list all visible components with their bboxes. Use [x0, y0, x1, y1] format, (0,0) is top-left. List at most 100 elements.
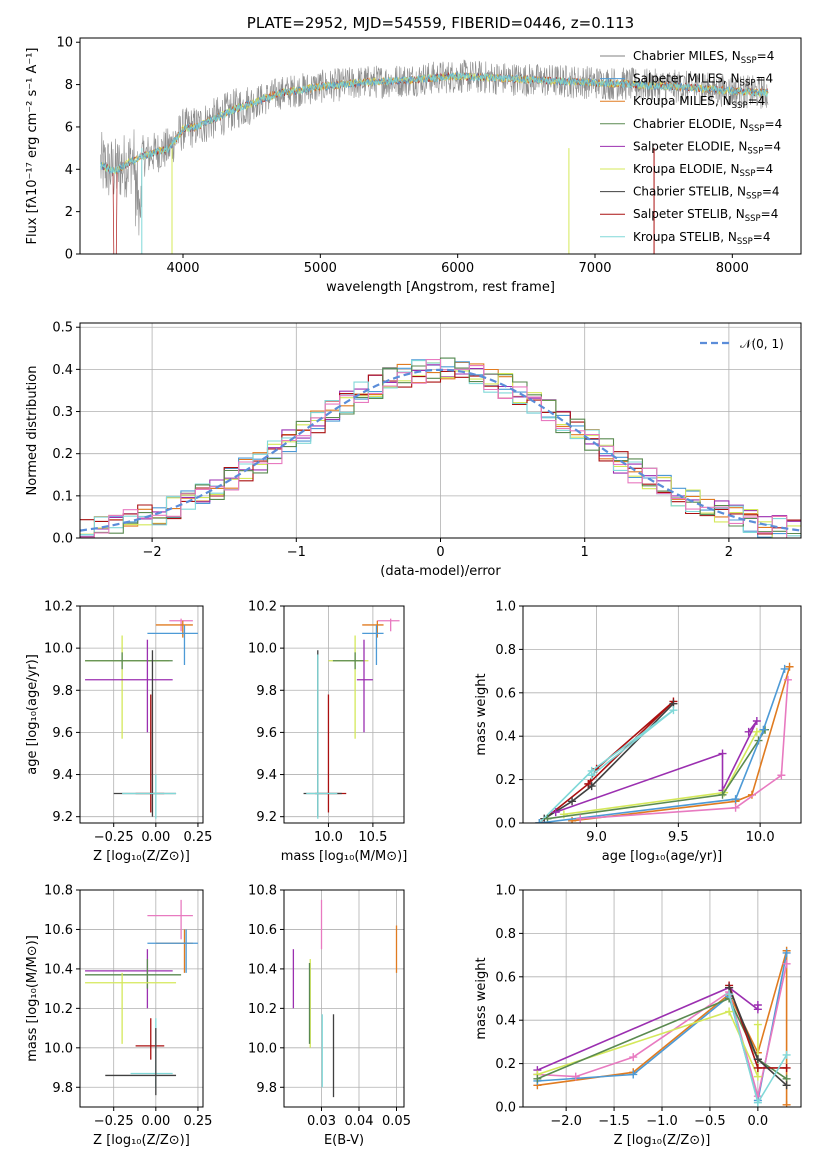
axes-frame — [283, 889, 405, 1108]
legend-label-sub: SSP — [737, 237, 753, 247]
series-point-salpeter_miles — [759, 725, 768, 734]
series-line-pink — [580, 679, 789, 820]
chart-mass_vs_ebv: 0.03 0.04 0.05 9.8 10.0 10.2 10.4 10.6 10.8 E(B-V… — [248, 884, 411, 1149]
y-tick-label: 0.8 — [495, 927, 516, 942]
legend-label-sub: SSP — [749, 124, 765, 134]
x-tick-label: 10.0 — [746, 830, 775, 845]
y-tick-label: 0.5 — [52, 321, 73, 336]
series-point-pink — [783, 675, 792, 684]
legend-label-chabrier_elodie: Chabrier ELODIE, NSSP=4 — [633, 117, 782, 134]
y-tick-label: 4 — [65, 163, 73, 178]
x-tick-label: −1 — [287, 545, 306, 560]
series-line-kroupa_miles — [572, 666, 791, 822]
x-tick-label: 0.25 — [183, 1114, 212, 1129]
x-tick-label: 6000 — [441, 261, 474, 276]
x-tick-label: 5000 — [304, 261, 337, 276]
legend-label-suffix: =4 — [753, 230, 771, 244]
y-tick-label: 10.4 — [248, 962, 277, 977]
chart-age_vs_mass: 10.0 10.5 9.2 9.4 9.6 9.8 10.0 10.2 mass [log₁₀(… — [248, 600, 407, 865]
legend-label-sub: SSP — [746, 192, 762, 202]
y-tick-label: 0.4 — [52, 363, 73, 378]
y-tick-label: 0.2 — [495, 1057, 516, 1072]
series-point-kroupa_stelib — [669, 706, 678, 715]
series-point-kroupa_elodie — [753, 1072, 762, 1081]
axes-frame — [79, 322, 802, 539]
legend-label-text: Salpeter ELODIE, N — [633, 139, 747, 153]
axes-frame — [79, 37, 802, 255]
plot-area — [100, 59, 769, 254]
y-tick-label: 0.8 — [495, 643, 516, 658]
histogram-pink — [80, 359, 801, 538]
chart-residuals: −2 −1 0 1 2 0.0 0.1 0.2 0.3 0.4 0.5 (data-model)/er… — [25, 321, 802, 579]
series-point-chabrier_elodie — [718, 790, 727, 799]
x-tick-label: −0.5 — [694, 1114, 726, 1129]
y-tick-label: 9.4 — [52, 768, 73, 783]
legend-label-sub: SSP — [741, 56, 757, 66]
chart-age_vs_Z: −0.25 0.00 0.25 9.2 9.4 9.6 9.8 10.0 10.2 Z [log₁… — [25, 600, 212, 865]
x-tick-label: 10.0 — [314, 830, 343, 845]
legend-label-text: Kroupa ELODIE, N — [633, 162, 740, 176]
series-point-pink — [777, 771, 786, 780]
y-tick-label: 0 — [65, 248, 73, 263]
legend-label-sub: SSP — [732, 101, 748, 111]
y-axis-label: Normed distribution — [25, 366, 40, 496]
plot-area — [292, 899, 398, 1098]
legend-label-text: Salpeter MILES, N — [633, 72, 740, 86]
legend-label-salpeter_miles: Salpeter MILES, NSSP=4 — [633, 72, 773, 89]
x-tick-label: 0.00 — [141, 1114, 170, 1129]
y-tick-label: 9.8 — [52, 684, 73, 699]
x-tick-label: 0.03 — [307, 1114, 336, 1129]
series-point-salpeter_elodie — [744, 727, 753, 736]
y-tick-label: 10.2 — [248, 1002, 277, 1017]
legend-label-suffix: =4 — [755, 72, 773, 86]
y-tick-label: 10.0 — [44, 1041, 73, 1056]
series-point-pink — [571, 1072, 580, 1081]
y-tick-label: 0.0 — [495, 817, 516, 832]
x-tick-label: 0.00 — [141, 830, 170, 845]
y-tick-label: 10.4 — [44, 962, 73, 977]
x-tick-label: 0.05 — [382, 1114, 411, 1129]
series-point-pink — [731, 803, 740, 812]
y-tick-label: 10.0 — [248, 642, 277, 657]
y-tick-label: 10.2 — [44, 1002, 73, 1017]
series-point-salpeter_miles — [535, 819, 544, 823]
gaussian-curve — [80, 368, 801, 532]
y-axis-label: mass [log₁₀(M/M⊙)] — [25, 935, 40, 1062]
x-axis-label: wavelength [Angstrom, rest frame] — [326, 280, 555, 295]
series-point-salpeter_elodie — [551, 808, 560, 817]
spectrum-line-kroupa_stelib — [100, 72, 769, 175]
y-tick-label: 1.0 — [495, 600, 516, 615]
plot-area — [303, 618, 400, 819]
chart-weight_vs_age: 9.0 9.5 10.0 0.0 0.2 0.4 0.6 0.8 1.0 age [log₁₀(a… — [474, 600, 802, 864]
axes-frame — [79, 605, 204, 824]
x-axis-label: Z [log₁₀(Z/Z⊙)] — [614, 1133, 711, 1148]
x-tick-label: 1 — [581, 545, 589, 560]
y-tick-label: 1.0 — [495, 884, 516, 899]
legend-label-suffix: =4 — [748, 94, 766, 108]
plot-area — [533, 946, 791, 1107]
y-tick-label: 0.4 — [495, 1014, 516, 1029]
series-point-pink — [782, 959, 791, 968]
series-point-chabrier_stelib — [753, 1055, 762, 1064]
y-tick-label: 9.8 — [52, 1081, 73, 1096]
legend-label-chabrier_stelib: Chabrier STELIB, NSSP=4 — [633, 185, 780, 202]
legend-label-gaussian: 𝒩(0, 1) — [740, 337, 784, 351]
y-tick-label: 0.2 — [495, 773, 516, 788]
x-tick-label: 8000 — [716, 261, 749, 276]
legend-label-suffix: =4 — [763, 139, 781, 153]
x-tick-label: 9.5 — [668, 830, 689, 845]
y-tick-label: 10.6 — [44, 923, 73, 938]
x-tick-label: 2 — [725, 545, 733, 560]
legend-label-text: Chabrier STELIB, N — [633, 185, 746, 199]
legend-label-text: Chabrier MILES, N — [633, 49, 741, 63]
series-line-salpeter_miles — [539, 668, 786, 823]
legend-label-kroupa_stelib: Kroupa STELIB, NSSP=4 — [633, 230, 771, 247]
legend-label-suffix: =4 — [757, 49, 775, 63]
series-point-kroupa_miles — [568, 816, 577, 823]
legend-label-suffix: =4 — [755, 162, 773, 176]
series-point-salpeter_elodie — [752, 717, 761, 726]
y-tick-label: 10.0 — [248, 1041, 277, 1056]
x-tick-label: 10.5 — [358, 830, 387, 845]
x-axis-label: age [log₁₀(age/yr)] — [602, 849, 723, 864]
